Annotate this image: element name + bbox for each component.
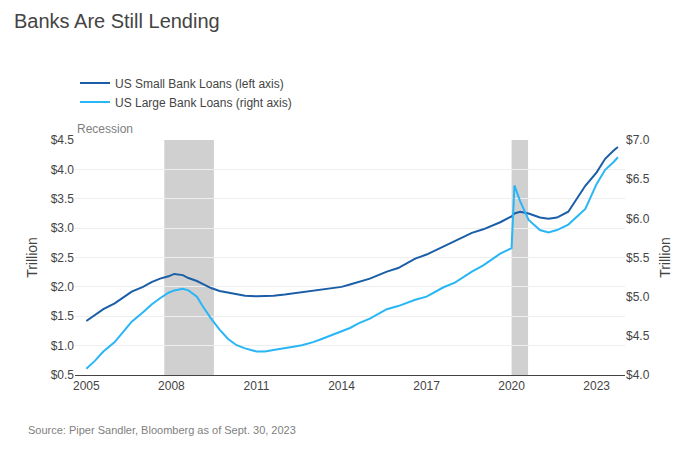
svg-text:$4.5: $4.5: [626, 329, 650, 343]
svg-text:$6.5: $6.5: [626, 172, 650, 186]
svg-text:Banks Are Still Lending: Banks Are Still Lending: [14, 10, 220, 32]
svg-text:Source: Piper Sandler, Bloombe: Source: Piper Sandler, Bloomberg as of S…: [28, 424, 296, 436]
svg-text:$4.0: $4.0: [51, 163, 75, 177]
svg-text:Trillion: Trillion: [24, 237, 40, 278]
svg-text:$1.5: $1.5: [51, 309, 75, 323]
svg-text:2008: 2008: [158, 379, 185, 393]
svg-text:$5.0: $5.0: [626, 290, 650, 304]
svg-text:$4.5: $4.5: [51, 133, 75, 147]
svg-text:$1.0: $1.0: [51, 339, 75, 353]
svg-text:$4.0: $4.0: [626, 368, 650, 382]
svg-text:$5.5: $5.5: [626, 251, 650, 265]
svg-text:2005: 2005: [73, 379, 100, 393]
svg-text:$2.5: $2.5: [51, 251, 75, 265]
svg-text:2017: 2017: [413, 379, 440, 393]
svg-text:2014: 2014: [328, 379, 355, 393]
svg-text:US Small Bank Loans (left axis: US Small Bank Loans (left axis): [115, 77, 284, 91]
svg-text:Recession: Recession: [77, 122, 133, 136]
svg-text:$3.0: $3.0: [51, 221, 75, 235]
svg-text:$3.5: $3.5: [51, 192, 75, 206]
svg-text:$0.5: $0.5: [51, 368, 75, 382]
svg-text:2011: 2011: [244, 379, 270, 393]
svg-text:$7.0: $7.0: [626, 133, 650, 147]
svg-text:$2.0: $2.0: [51, 280, 75, 294]
svg-text:2023: 2023: [583, 379, 610, 393]
svg-text:$6.0: $6.0: [626, 212, 650, 226]
svg-text:US Large Bank Loans (right axi: US Large Bank Loans (right axis): [115, 96, 292, 110]
svg-text:Trillion: Trillion: [657, 237, 673, 278]
svg-text:2020: 2020: [498, 379, 525, 393]
